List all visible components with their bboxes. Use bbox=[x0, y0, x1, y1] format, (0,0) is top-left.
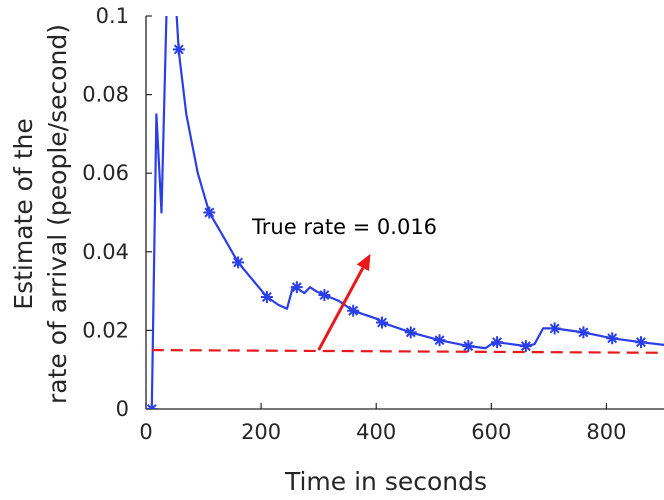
estimate-marker bbox=[146, 403, 158, 409]
estimate-marker bbox=[318, 289, 331, 302]
estimate-series-line bbox=[150, 16, 664, 409]
true-rate-dashed-line bbox=[151, 348, 664, 354]
y-axis-title-line-1: Estimate of the bbox=[9, 118, 38, 309]
estimate-marker bbox=[491, 336, 504, 349]
annotation-layer: True rate = 0.016 bbox=[251, 215, 437, 351]
estimate-marker bbox=[548, 322, 561, 335]
estimate-marker bbox=[404, 326, 417, 339]
x-tick-label-0: 0 bbox=[139, 420, 152, 444]
estimate-marker bbox=[203, 206, 216, 219]
x-tick-label-200: 200 bbox=[241, 420, 281, 444]
estimate-marker bbox=[462, 340, 475, 353]
x-tick-label-400: 400 bbox=[356, 420, 396, 444]
estimate-marker bbox=[260, 290, 273, 303]
estimate-marker bbox=[519, 340, 532, 353]
y-tick-label-0.02: 0.02 bbox=[82, 318, 129, 342]
estimate-marker bbox=[577, 326, 590, 339]
annotation-arrow-shaft bbox=[317, 267, 365, 351]
y-tick-label-0: 0 bbox=[116, 397, 129, 421]
x-axis-title: Time in seconds bbox=[284, 467, 487, 496]
annotation-label: True rate = 0.016 bbox=[251, 215, 437, 239]
estimate-marker bbox=[172, 43, 185, 56]
y-tick-label-0.08: 0.08 bbox=[82, 83, 129, 107]
axes: 0 200 400 600 800 0 0.02 0.04 0.06 0.08 0.1 bbox=[82, 4, 664, 444]
y-tick-label-0.04: 0.04 bbox=[82, 240, 129, 264]
y-tick-label-0.1: 0.1 bbox=[96, 4, 129, 28]
y-tick-label-0.06: 0.06 bbox=[82, 161, 129, 185]
x-tick-label-800: 800 bbox=[586, 420, 626, 444]
estimate-marker bbox=[634, 336, 647, 349]
estimate-marker bbox=[290, 281, 303, 294]
x-tick-label-600: 600 bbox=[471, 420, 511, 444]
estimate-marker bbox=[433, 334, 446, 347]
estimate-marker bbox=[606, 332, 619, 345]
estimate-marker bbox=[232, 256, 245, 269]
y-axis-title-line-2: rate of arrival (people/second) bbox=[43, 24, 72, 404]
estimate-marker bbox=[347, 304, 360, 317]
series-layer bbox=[146, 16, 664, 409]
estimate-marker bbox=[375, 316, 388, 329]
annotation-arrow-head bbox=[356, 253, 371, 272]
